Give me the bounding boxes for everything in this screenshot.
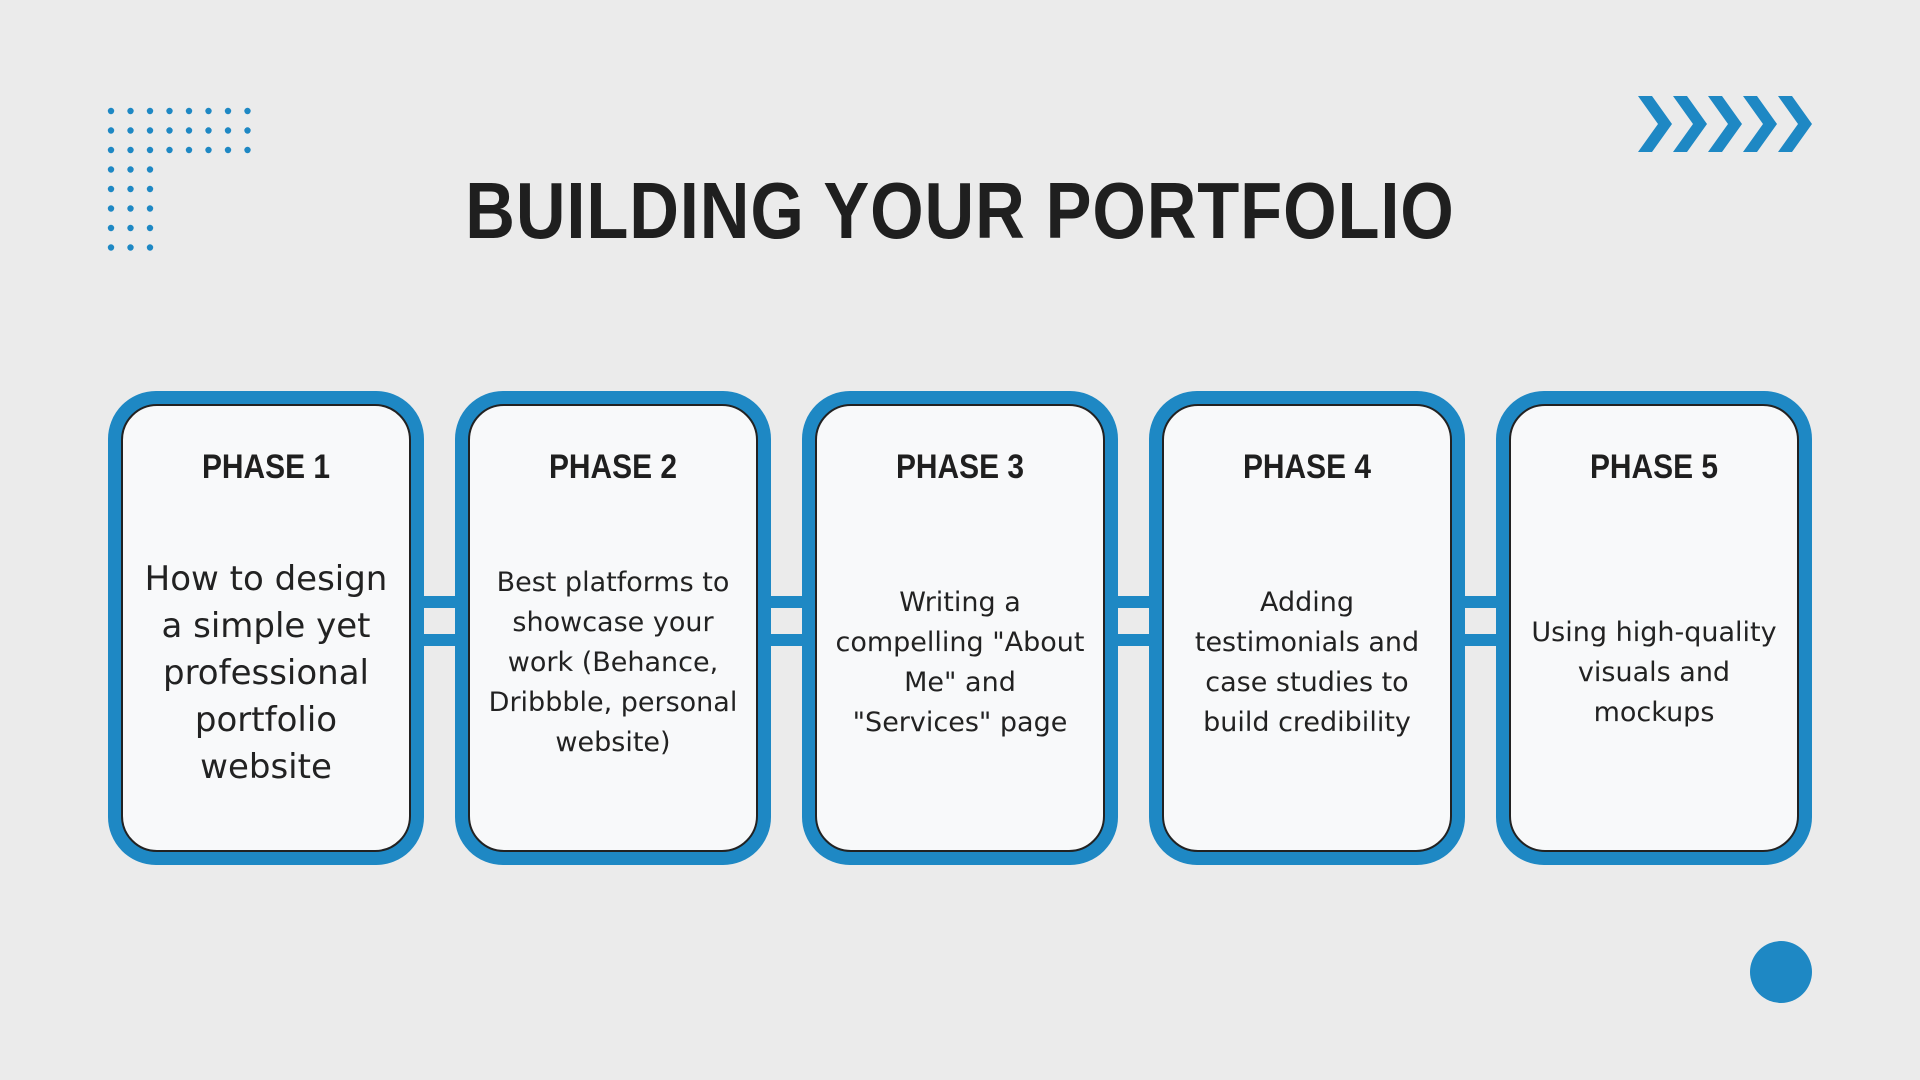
dot	[185, 146, 193, 154]
phase-5-text: Using high-quality visuals and mockups	[1531, 617, 1777, 728]
dot	[185, 107, 193, 115]
phase-5-label: PHASE 5	[1589, 448, 1719, 486]
dot	[166, 107, 173, 115]
dot	[107, 244, 115, 251]
phase-1-text: How to design a simple yet professional …	[144, 558, 388, 787]
dot	[244, 127, 251, 134]
circle-decoration	[1750, 941, 1812, 1003]
dot	[205, 146, 212, 154]
connector-bar-lower	[1457, 634, 1504, 646]
dot	[127, 107, 134, 115]
dot	[127, 127, 134, 134]
phase-card-1-inner: PHASE 1 How to design a simple yet profe…	[121, 404, 411, 852]
connector-bar-lower	[763, 634, 810, 646]
dot	[205, 127, 212, 134]
dot	[166, 146, 173, 154]
dot	[185, 127, 193, 134]
connector-bar-lower	[1110, 634, 1157, 646]
dot	[127, 146, 134, 154]
phase-card-3: PHASE 3 Writing a compelling "About Me" …	[802, 391, 1118, 865]
dot	[244, 107, 251, 115]
phase-card-5: PHASE 5 Using high-quality visuals and m…	[1496, 391, 1812, 865]
dot	[224, 127, 232, 134]
phase-card-2-inner: PHASE 2 Best platforms to showcase your …	[468, 404, 758, 852]
dot	[107, 205, 115, 212]
phase-2-label: PHASE 2	[548, 448, 678, 486]
dot	[127, 224, 134, 232]
connector-bar-lower	[416, 634, 463, 646]
dot	[127, 205, 134, 212]
phase-card-4: PHASE 4 Adding testimonials and case stu…	[1149, 391, 1465, 865]
dot	[224, 107, 232, 115]
connector-bar-upper	[416, 596, 463, 608]
phase-card-5-inner: PHASE 5 Using high-quality visuals and m…	[1509, 404, 1799, 852]
dot	[146, 107, 154, 115]
page-title: BUILDING YOUR PORTFOLIO	[465, 166, 1455, 255]
dot	[107, 146, 115, 154]
phase-card-1: PHASE 1 How to design a simple yet profe…	[108, 391, 424, 865]
connector-bar-upper	[1457, 596, 1504, 608]
phase-3-text: Writing a compelling "About Me" and "Ser…	[835, 587, 1085, 738]
dot	[127, 185, 134, 193]
dot	[146, 185, 154, 193]
dot-grid-decoration	[107, 107, 251, 251]
dot	[224, 146, 232, 154]
dot	[107, 224, 115, 232]
chevron-arrows-icon	[1638, 96, 1812, 152]
phase-4-label: PHASE 4	[1242, 448, 1372, 486]
dot	[107, 127, 115, 134]
phase-3-label: PHASE 3	[895, 448, 1025, 486]
dot	[127, 244, 134, 251]
dot	[244, 146, 251, 154]
dot	[166, 127, 173, 134]
phase-1-label: PHASE 1	[201, 448, 331, 486]
dot	[127, 166, 134, 173]
dot	[146, 205, 154, 212]
dot	[107, 107, 115, 115]
connector-bar-upper	[1110, 596, 1157, 608]
phase-card-4-inner: PHASE 4 Adding testimonials and case stu…	[1162, 404, 1452, 852]
dot	[107, 185, 115, 193]
dot	[146, 224, 154, 232]
phase-card-3-inner: PHASE 3 Writing a compelling "About Me" …	[815, 404, 1105, 852]
dot	[146, 166, 154, 173]
connector-bar-upper	[763, 596, 810, 608]
dot	[146, 127, 154, 134]
dot	[205, 107, 212, 115]
dot	[146, 244, 154, 251]
phase-2-text: Best platforms to showcase your work (Be…	[488, 567, 738, 758]
dot	[146, 146, 154, 154]
phase-4-text: Adding testimonials and case studies to …	[1194, 587, 1420, 738]
phase-card-2: PHASE 2 Best platforms to showcase your …	[455, 391, 771, 865]
dot	[107, 166, 115, 173]
